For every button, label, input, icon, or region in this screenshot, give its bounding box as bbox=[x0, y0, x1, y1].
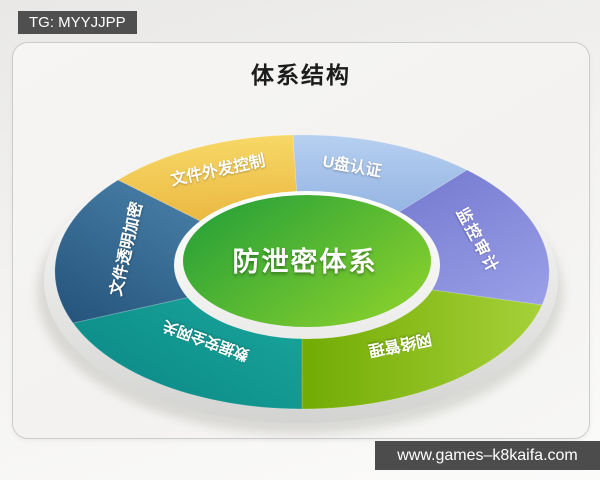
diagram-title: 体系结构 bbox=[251, 62, 351, 88]
website-watermark-badge: www.games–k8kaifa.com bbox=[375, 441, 600, 470]
center-disc bbox=[183, 195, 431, 327]
center-label: 防泄密体系 bbox=[233, 246, 378, 277]
tg-watermark-badge: TG: MYYJJPP bbox=[18, 11, 137, 34]
